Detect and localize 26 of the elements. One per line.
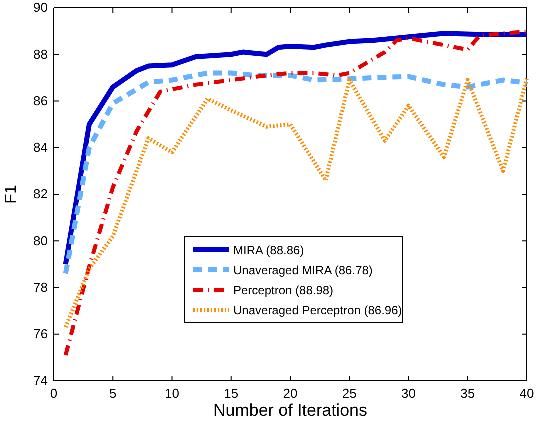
y-tick-label: 82	[34, 186, 48, 202]
legend-label: MIRA (88.86)	[234, 244, 304, 258]
x-tick-label: 20	[283, 386, 298, 402]
y-axis-title: F1	[3, 185, 20, 204]
y-tick-label: 84	[34, 140, 48, 156]
x-tick-label: 10	[165, 386, 180, 402]
y-tick-label: 76	[34, 326, 48, 342]
x-tick-label: 0	[50, 386, 58, 402]
x-tick-label: 5	[110, 386, 117, 402]
x-tick-label: 40	[520, 386, 534, 402]
legend-label: Perceptron (88.98)	[234, 284, 334, 298]
x-tick-label: 25	[342, 386, 357, 402]
y-tick-label: 86	[34, 93, 48, 108]
line-series	[64, 76, 529, 330]
y-tick-label: 90	[34, 0, 48, 16]
legend-label: Unaveraged MIRA (86.78)	[234, 264, 373, 278]
y-tick-label: 80	[34, 233, 48, 248]
y-tick-label: 88	[34, 46, 48, 62]
x-tick-label: 30	[402, 386, 416, 402]
legend-label: Unaveraged Perceptron (86.96)	[234, 304, 402, 318]
x-axis-title: Number of Iterations	[213, 401, 368, 420]
x-tick-label: 15	[224, 386, 239, 402]
y-tick-label: 78	[34, 280, 48, 295]
y-tick-label: 74	[34, 373, 48, 388]
x-tick-label: 35	[460, 386, 476, 402]
line-series	[64, 30, 529, 358]
